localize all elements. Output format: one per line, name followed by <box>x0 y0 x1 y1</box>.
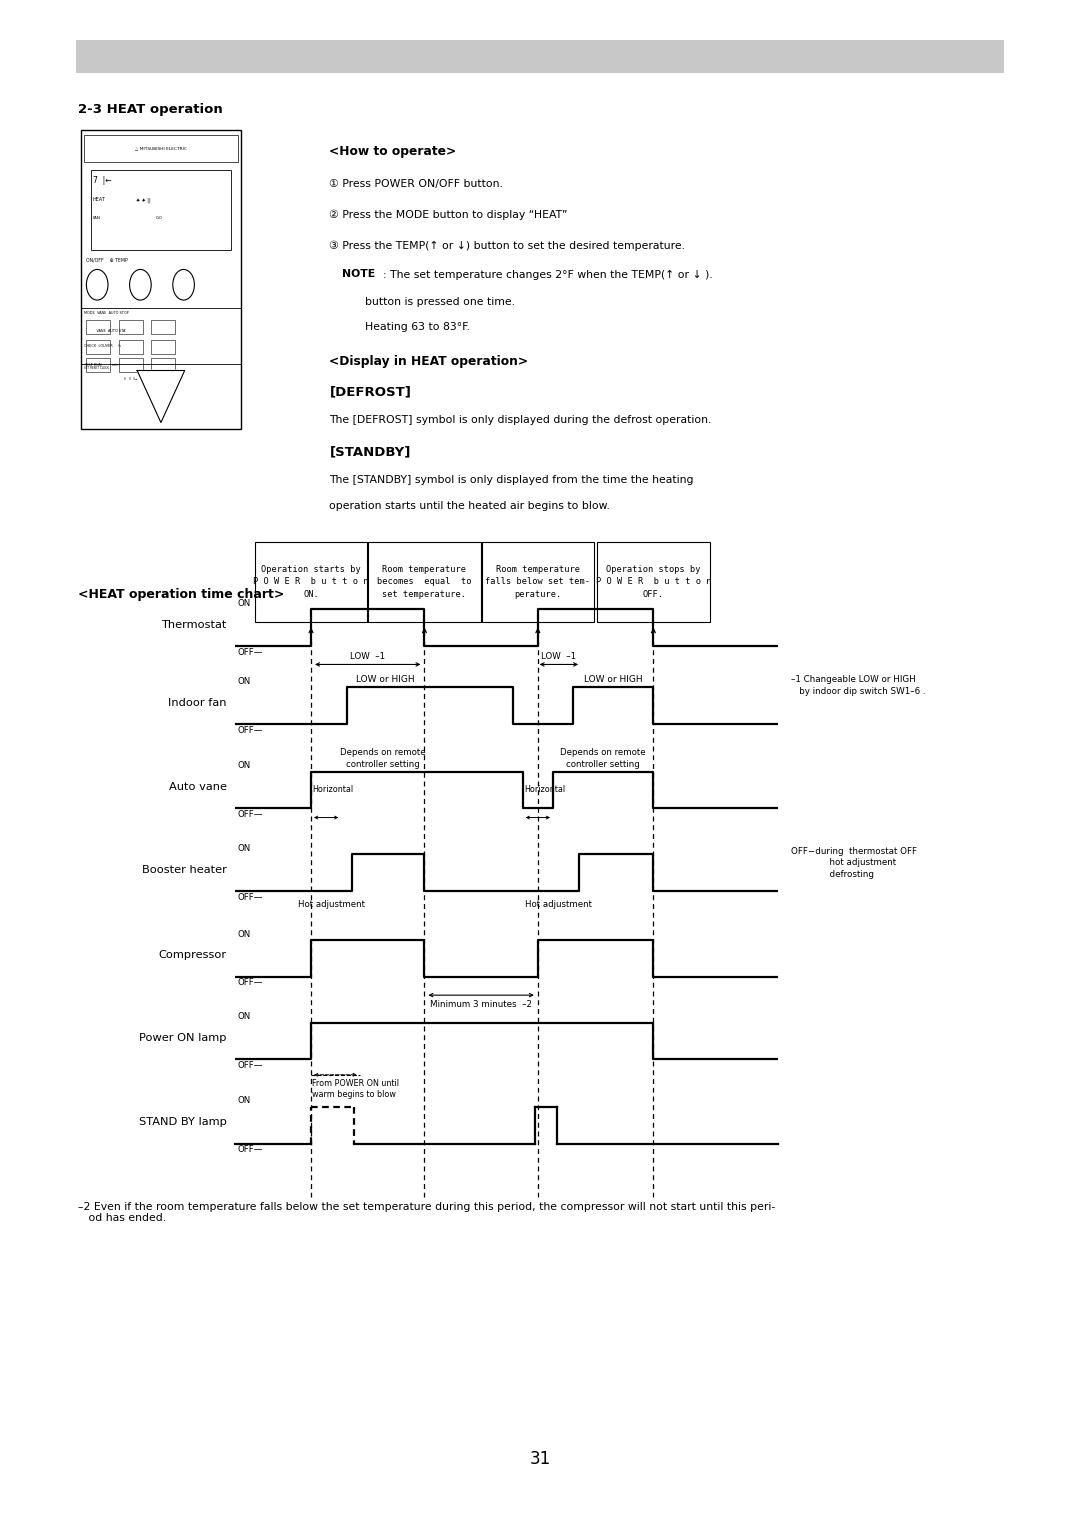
Text: Minimum 3 minutes  –2: Minimum 3 minutes –2 <box>430 1000 532 1009</box>
Text: ① Press POWER ON/OFF button.: ① Press POWER ON/OFF button. <box>329 179 503 190</box>
Text: ON: ON <box>238 844 251 853</box>
Text: 0    0   0→: 0 0 0→ <box>124 377 137 381</box>
Bar <box>86 358 110 372</box>
Polygon shape <box>137 371 185 423</box>
Text: HEAT: HEAT <box>93 197 106 202</box>
Text: Booster heater: Booster heater <box>141 865 227 874</box>
Text: FAN: FAN <box>93 216 100 220</box>
Text: ON: ON <box>238 599 251 608</box>
Text: The [STANDBY] symbol is only displayed from the time the heating: The [STANDBY] symbol is only displayed f… <box>329 475 693 485</box>
Text: Room temperature
becomes  equal  to
set temperature.: Room temperature becomes equal to set te… <box>377 565 472 599</box>
Text: Depends on remote
controller setting: Depends on remote controller setting <box>340 749 426 769</box>
Text: NOTE: NOTE <box>342 269 376 280</box>
Bar <box>119 320 143 334</box>
Text: ③ Press the TEMP(↑ or ↓) button to set the desired temperature.: ③ Press the TEMP(↑ or ↓) button to set t… <box>329 240 686 251</box>
Text: <HEAT operation time chart>: <HEAT operation time chart> <box>78 588 284 600</box>
Text: Thermostat: Thermostat <box>161 620 227 629</box>
Bar <box>597 542 710 622</box>
Text: LOW  –1: LOW –1 <box>350 652 386 661</box>
Text: Depends on remote
controller setting: Depends on remote controller setting <box>561 749 646 769</box>
Text: –1 Changeable LOW or HIGH
   by indoor dip switch SW1–6 .: –1 Changeable LOW or HIGH by indoor dip … <box>791 675 926 697</box>
Text: Heating 63 to 83°F.: Heating 63 to 83°F. <box>365 322 470 332</box>
Text: ON: ON <box>238 1096 251 1105</box>
Bar <box>86 340 110 354</box>
Text: OFF—: OFF— <box>238 648 262 657</box>
Text: Horizontal: Horizontal <box>312 785 353 795</box>
Text: SET RESET CLOCK: SET RESET CLOCK <box>84 366 109 371</box>
Text: 31: 31 <box>529 1450 551 1468</box>
Text: ON/OFF    ⊕ TEMP: ON/OFF ⊕ TEMP <box>86 257 129 262</box>
Text: <Display in HEAT operation>: <Display in HEAT operation> <box>329 355 528 367</box>
Bar <box>151 358 175 372</box>
Text: OFF—: OFF— <box>238 978 262 987</box>
Text: button is pressed one time.: button is pressed one time. <box>365 297 515 308</box>
Text: Horizontal: Horizontal <box>524 785 565 795</box>
Text: [DEFROST]: [DEFROST] <box>329 386 411 398</box>
Text: ② Press the MODE button to display “HEAT”: ② Press the MODE button to display “HEAT… <box>329 210 568 220</box>
Text: ON: ON <box>238 677 251 686</box>
Text: VANE  AUTO STA': VANE AUTO STA' <box>84 329 126 334</box>
Text: OFF—: OFF— <box>238 1145 262 1154</box>
Text: 7  |←: 7 |← <box>93 176 111 185</box>
Text: TEST RUN         min: TEST RUN min <box>84 363 119 367</box>
Bar <box>151 340 175 354</box>
Text: Hot adjustment: Hot adjustment <box>525 900 592 909</box>
Text: Compressor: Compressor <box>159 951 227 960</box>
Bar <box>119 340 143 354</box>
Text: ON: ON <box>238 761 251 770</box>
Bar <box>84 135 238 162</box>
Text: LOW  –1: LOW –1 <box>541 652 577 661</box>
Bar <box>368 542 481 622</box>
Text: 0-0: 0-0 <box>156 216 162 220</box>
Text: ON: ON <box>238 929 251 939</box>
Text: Room temperature
falls below set tem-
perature.: Room temperature falls below set tem- pe… <box>485 565 591 599</box>
Text: [STANDBY]: [STANDBY] <box>329 446 410 458</box>
Text: LOW or HIGH: LOW or HIGH <box>356 675 415 684</box>
Text: : The set temperature changes 2°F when the TEMP(↑ or ↓ ).: : The set temperature changes 2°F when t… <box>383 269 713 280</box>
Text: Auto vane: Auto vane <box>168 782 227 792</box>
Text: Power ON lamp: Power ON lamp <box>139 1033 227 1043</box>
Text: OFF—: OFF— <box>238 810 262 819</box>
Text: The [DEFROST] symbol is only displayed during the defrost operation.: The [DEFROST] symbol is only displayed d… <box>329 415 712 426</box>
Text: OFF—: OFF— <box>238 726 262 735</box>
Text: Hot adjustment: Hot adjustment <box>298 900 365 909</box>
Text: OFF—: OFF— <box>238 893 262 902</box>
Text: STAND BY lamp: STAND BY lamp <box>139 1118 227 1127</box>
Text: operation starts until the heated air begins to blow.: operation starts until the heated air be… <box>329 501 610 511</box>
Text: △ MITSUBISHI ELECTRIC: △ MITSUBISHI ELECTRIC <box>135 147 187 150</box>
Bar <box>86 320 110 334</box>
Text: OFF−during  thermostat OFF
              hot adjustment
              defrosting: OFF−during thermostat OFF hot adjustment… <box>791 847 917 879</box>
Text: Operation starts by
P O W E R  b u t t o n
ON.: Operation starts by P O W E R b u t t o … <box>254 565 368 599</box>
Text: ✦ ✦ ||: ✦ ✦ || <box>136 197 151 204</box>
Text: CHECK  LOUVER     h: CHECK LOUVER h <box>84 344 121 349</box>
Bar <box>482 542 594 622</box>
Text: Operation stops by
P O W E R  b u t t o n
OFF.: Operation stops by P O W E R b u t t o n… <box>596 565 711 599</box>
Bar <box>151 320 175 334</box>
Bar <box>255 542 367 622</box>
Bar <box>81 130 241 429</box>
Text: ON: ON <box>238 1012 251 1021</box>
Text: 2-3 HEAT operation: 2-3 HEAT operation <box>78 103 222 115</box>
Bar <box>91 170 231 250</box>
Text: Indoor fan: Indoor fan <box>168 698 227 707</box>
Bar <box>76 40 1004 73</box>
Text: OFF—: OFF— <box>238 1061 262 1070</box>
Text: –2 Even if the room temperature falls below the set temperature during this peri: –2 Even if the room temperature falls be… <box>78 1202 775 1223</box>
Text: <How to operate>: <How to operate> <box>329 145 457 158</box>
Text: MODE  VANE  AUTO STOP: MODE VANE AUTO STOP <box>84 311 129 315</box>
Text: From POWER ON until
warm begins to blow: From POWER ON until warm begins to blow <box>312 1079 400 1099</box>
Text: LOW or HIGH: LOW or HIGH <box>584 675 643 684</box>
Bar <box>119 358 143 372</box>
